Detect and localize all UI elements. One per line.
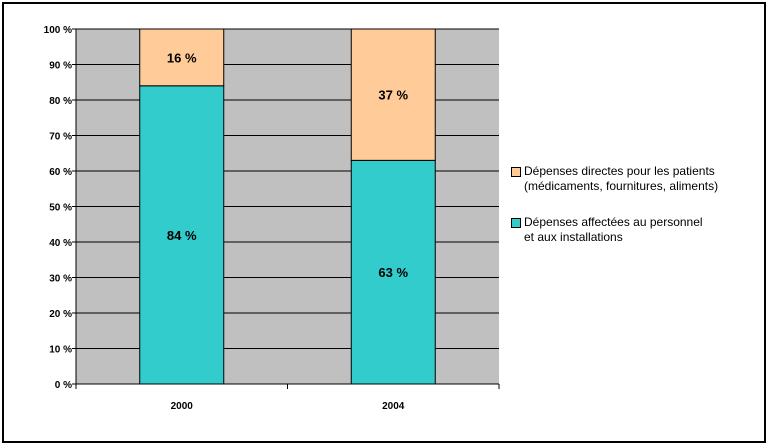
bars [139,28,436,385]
y-tick-label: 0 % [55,380,72,391]
bar-segment [139,28,225,87]
legend: Dépenses directes pour les patients (méd… [511,164,766,266]
bar-segment [139,85,225,385]
data-labels: 84 % 16 % 63 % 37 % [167,50,409,280]
legend-label-line: (médicaments, fournitures, aliments) [524,179,719,193]
y-tick-label: 60 % [49,167,72,178]
x-tick-label: 2004 [382,401,405,412]
x-tick-label: 2000 [171,401,194,412]
legend-label-line: Dépenses affectées au personnel [524,215,703,229]
y-tick-label: 100 % [44,25,72,36]
y-tick-label: 20 % [49,309,72,320]
data-label: 16 % [167,50,197,65]
y-tick-label: 30 % [49,274,72,285]
y-axis-ticks: 0 % 10 % 20 % 30 % 40 % 50 % 60 % 70 % 80 % 90 % 1… [44,25,76,391]
legend-swatch-direct-patient-costs [511,167,521,177]
legend-item-direct-patient-costs: Dépenses directes pour les patients (méd… [511,164,766,194]
legend-label-line: et aux installations [524,230,623,244]
data-label: 63 % [378,265,408,280]
legend-swatch-staff-facility-costs [511,218,521,228]
x-axis-ticks: 2000 2004 [75,384,500,412]
legend-label-line: Dépenses directes pour les patients [524,164,715,178]
y-tick-label: 10 % [49,345,72,356]
legend-item-staff-facility-costs: Dépenses affectées au personnel et aux i… [511,215,766,245]
y-tick-label: 40 % [49,238,72,249]
data-label: 84 % [167,228,197,243]
bar-segment [350,28,436,161]
y-tick-label: 90 % [49,61,72,72]
y-tick-label: 70 % [49,132,72,143]
data-label: 37 % [378,88,408,103]
y-tick-label: 80 % [49,96,72,107]
y-tick-label: 50 % [49,203,72,214]
